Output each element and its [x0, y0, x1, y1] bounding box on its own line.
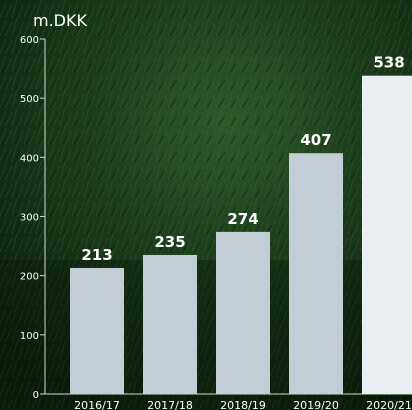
- bar-value-label: 407: [300, 131, 331, 149]
- bar: [216, 231, 270, 394]
- bar-value-label: 274: [227, 210, 258, 228]
- y-tick-label: 600: [20, 35, 39, 46]
- x-tick-label: 2018/19: [220, 399, 266, 410]
- x-tick-label: 2017/18: [147, 399, 193, 410]
- bar: [362, 75, 412, 394]
- unit-label: m.DKK: [33, 11, 87, 30]
- bar-value-label: 538: [373, 54, 404, 72]
- y-tick-label: 0: [33, 390, 39, 401]
- y-tick-label: 100: [20, 331, 39, 342]
- bar-value-label: 213: [81, 246, 112, 264]
- y-tick-label: 400: [20, 153, 39, 164]
- bar: [289, 153, 343, 394]
- y-tick-label: 200: [20, 272, 39, 283]
- x-tick-label: 2019/20: [293, 399, 339, 410]
- y-tick-label: 300: [20, 213, 39, 224]
- x-tick-label: 2016/17: [74, 399, 120, 410]
- bar: [70, 267, 124, 394]
- y-tick-label: 500: [20, 94, 39, 105]
- x-tick-label: 2020/21: [366, 399, 412, 410]
- bar-value-label: 235: [154, 233, 185, 251]
- bar: [143, 254, 197, 394]
